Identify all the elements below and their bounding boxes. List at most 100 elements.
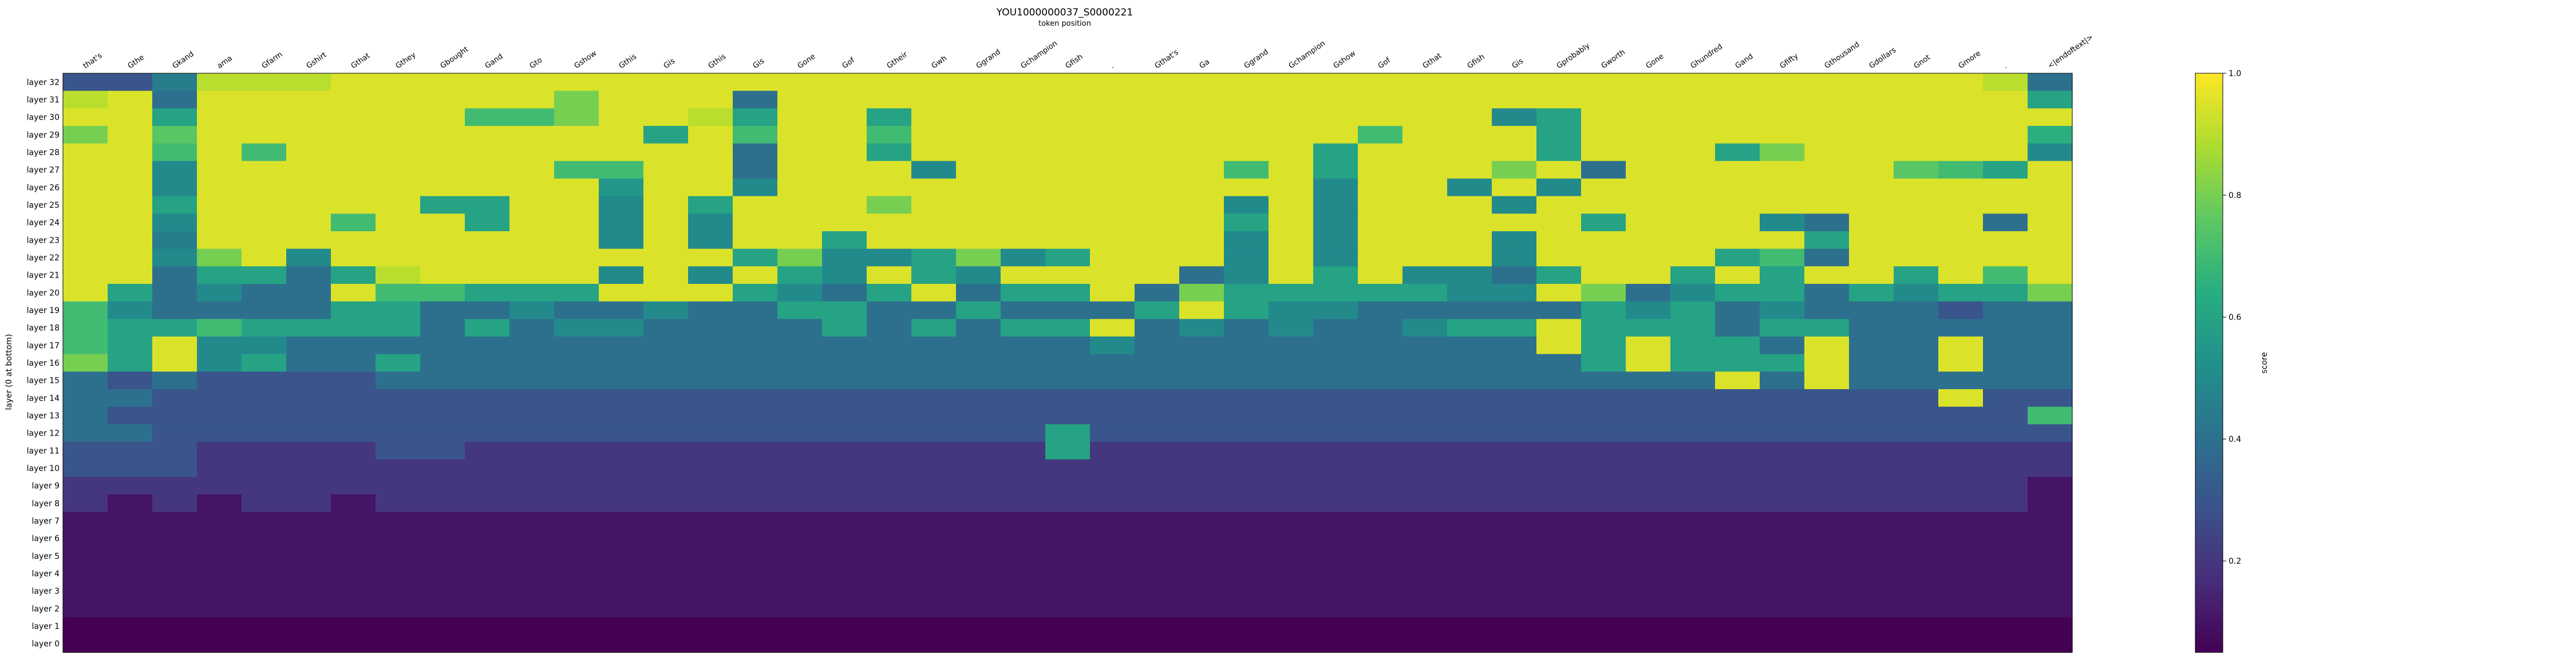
heatmap-cell — [733, 547, 778, 565]
heatmap-cell — [509, 337, 555, 355]
heatmap-cell — [733, 406, 778, 425]
heatmap-cell — [1090, 266, 1135, 284]
heatmap-cell — [1269, 248, 1314, 267]
heatmap-cell — [420, 617, 465, 635]
heatmap-cell — [2028, 179, 2073, 197]
heatmap-cell — [197, 161, 242, 179]
y-tick-label: layer 8 — [32, 499, 60, 508]
heatmap-cell — [554, 126, 599, 144]
heatmap-cell — [1670, 529, 1716, 548]
heatmap-cell — [509, 266, 555, 284]
heatmap-cell — [822, 73, 867, 92]
heatmap-cell — [1135, 196, 1180, 214]
heatmap-cell — [1179, 301, 1224, 319]
heatmap-cell — [867, 90, 912, 109]
heatmap-cell — [420, 389, 465, 407]
heatmap-cell — [1804, 600, 1850, 618]
heatmap-cell — [688, 477, 733, 495]
heatmap-cell — [867, 529, 912, 548]
heatmap-cell — [1269, 582, 1314, 600]
heatmap-cell — [1135, 582, 1180, 600]
heatmap-cell — [1715, 248, 1760, 267]
heatmap-cell — [599, 143, 644, 161]
heatmap-cell — [1045, 494, 1091, 513]
heatmap-cell — [733, 108, 778, 126]
heatmap-cell — [1804, 196, 1850, 214]
heatmap-cell — [1804, 354, 1850, 372]
heatmap-cell — [1313, 108, 1358, 126]
heatmap-cell — [197, 108, 242, 126]
heatmap-cell — [1358, 213, 1403, 232]
heatmap-cell — [1536, 459, 1582, 477]
heatmap-cell — [376, 196, 421, 214]
heatmap-cell — [1269, 196, 1314, 214]
heatmap-cell — [331, 494, 376, 513]
heatmap-cell — [554, 477, 599, 495]
heatmap-cell — [733, 231, 778, 250]
heatmap-cell — [1045, 582, 1091, 600]
heatmap-cell — [688, 108, 733, 126]
heatmap-cell — [286, 126, 331, 144]
heatmap-cell — [777, 213, 823, 232]
heatmap-cell — [1224, 73, 1269, 92]
heatmap-cell — [1983, 371, 2028, 390]
heatmap-cell — [554, 301, 599, 319]
heatmap-cell — [733, 196, 778, 214]
heatmap-cell — [1135, 564, 1180, 583]
heatmap-cell — [2028, 459, 2073, 477]
heatmap-cell — [777, 248, 823, 267]
heatmap-cell — [911, 582, 957, 600]
heatmap-cell — [777, 108, 823, 126]
heatmap-cell — [822, 301, 867, 319]
heatmap-cell — [1179, 459, 1224, 477]
heatmap-cell — [688, 582, 733, 600]
heatmap-cell — [1983, 547, 2028, 565]
heatmap-cell — [956, 424, 1001, 442]
heatmap-cell — [1358, 582, 1403, 600]
heatmap-cell — [1849, 126, 1894, 144]
heatmap-cell — [1536, 617, 1582, 635]
heatmap-cell — [63, 406, 108, 425]
heatmap-cell — [1894, 179, 1939, 197]
heatmap-cell — [1536, 547, 1582, 565]
heatmap-cell — [1179, 213, 1224, 232]
heatmap-cell — [1804, 161, 1850, 179]
heatmap-cell — [331, 73, 376, 92]
heatmap-cell — [1358, 371, 1403, 390]
heatmap-cell — [376, 179, 421, 197]
heatmap-cell — [197, 213, 242, 232]
y-tick-label: layer 9 — [32, 482, 60, 491]
heatmap-cell — [1447, 179, 1492, 197]
heatmap-cell — [1983, 179, 2028, 197]
heatmap-cell — [376, 582, 421, 600]
heatmap-cell — [777, 494, 823, 513]
heatmap-cell — [1001, 301, 1046, 319]
heatmap-cell — [197, 143, 242, 161]
heatmap-cell — [1224, 126, 1269, 144]
heatmap-cell — [1001, 600, 1046, 618]
heatmap-cell — [1313, 547, 1358, 565]
heatmap-cell — [1224, 143, 1269, 161]
heatmap-cell — [911, 529, 957, 548]
heatmap-cell — [376, 477, 421, 495]
heatmap-cell — [108, 73, 153, 92]
heatmap-cell — [63, 301, 108, 319]
heatmap-cell — [152, 600, 197, 618]
heatmap-cell — [1938, 617, 1984, 635]
heatmap-cell — [108, 319, 153, 337]
heatmap-cell — [1894, 284, 1939, 302]
heatmap-cell — [1670, 108, 1716, 126]
heatmap-cell — [688, 424, 733, 442]
heatmap-cell — [1224, 582, 1269, 600]
colorbar-label: score — [2260, 352, 2269, 374]
heatmap-cell — [108, 143, 153, 161]
heatmap-cell — [1626, 564, 1671, 583]
heatmap-cell — [1090, 90, 1135, 109]
heatmap-cell — [465, 354, 510, 372]
x-tick-label: <|endoftext|> — [2046, 33, 2095, 71]
heatmap-cell — [1760, 354, 1805, 372]
heatmap-cell — [1313, 301, 1358, 319]
heatmap-cell — [1804, 266, 1850, 284]
heatmap-cell — [1715, 354, 1760, 372]
heatmap-cell — [1090, 582, 1135, 600]
